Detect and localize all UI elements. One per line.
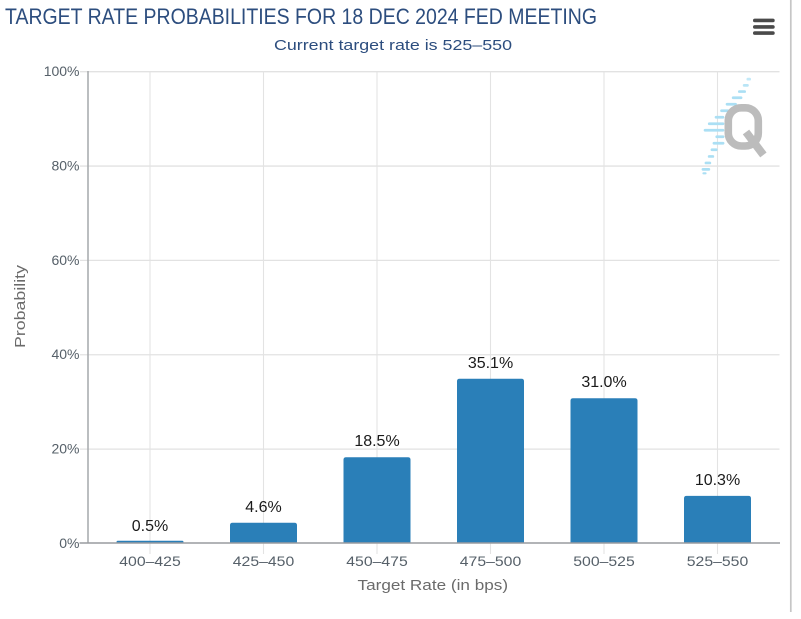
svg-text:TARGET RATE PROBABILITIES FOR: TARGET RATE PROBABILITIES FOR 18 DEC 202… (5, 4, 597, 29)
svg-text:525–550: 525–550 (687, 553, 749, 569)
svg-text:Target Rate (in bps): Target Rate (in bps) (358, 577, 509, 594)
svg-text:20%: 20% (51, 441, 79, 457)
svg-text:Probability: Probability (12, 264, 29, 348)
svg-text:60%: 60% (51, 252, 79, 268)
svg-text:0%: 0% (59, 535, 79, 551)
svg-text:400–425: 400–425 (119, 553, 181, 569)
svg-text:18.5%: 18.5% (354, 433, 399, 450)
svg-text:450–475: 450–475 (346, 553, 408, 569)
svg-text:0.5%: 0.5% (132, 518, 168, 535)
svg-text:425–450: 425–450 (233, 553, 295, 569)
svg-text:4.6%: 4.6% (245, 499, 281, 516)
svg-text:100%: 100% (44, 63, 80, 79)
svg-text:40%: 40% (51, 346, 79, 362)
svg-text:80%: 80% (51, 157, 79, 173)
svg-text:Current target rate is 525–550: Current target rate is 525–550 (274, 37, 512, 54)
svg-text:475–500: 475–500 (460, 553, 522, 569)
svg-text:31.0%: 31.0% (581, 374, 626, 391)
svg-text:10.3%: 10.3% (695, 472, 740, 489)
svg-text:35.1%: 35.1% (468, 355, 513, 372)
svg-text:500–525: 500–525 (573, 553, 635, 569)
